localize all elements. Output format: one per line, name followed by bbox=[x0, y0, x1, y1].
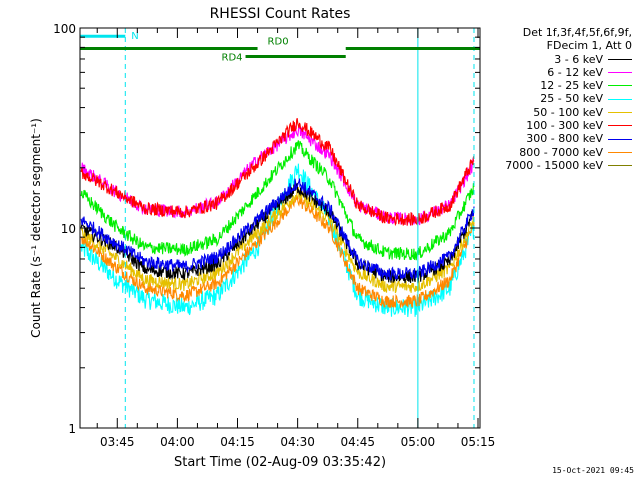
legend-header-line-2: FDecim 1, Att 0 bbox=[546, 39, 632, 53]
x-tick-label: 05:00 bbox=[401, 435, 436, 449]
legend-swatch bbox=[608, 85, 632, 87]
y-tick-label: 1 bbox=[68, 422, 76, 436]
timestamp: 15-Oct-2021 09:45 bbox=[552, 466, 634, 475]
legend-label: 300 - 800 keV bbox=[526, 132, 603, 146]
legend-swatch bbox=[608, 165, 632, 167]
series-line-100to300keV bbox=[80, 118, 475, 227]
legend-item: 3 - 6 keV bbox=[480, 53, 632, 66]
x-tick-label: 05:15 bbox=[461, 435, 496, 449]
legend-rows: 3 - 6 keV 6 - 12 keV 12 - 25 keV 25 - 50 ke… bbox=[480, 53, 632, 173]
legend-item: 800 - 7000 keV bbox=[480, 146, 632, 159]
status-label-rd4: RD4 bbox=[222, 53, 243, 64]
legend-swatch bbox=[608, 98, 632, 100]
series-line-3to6keV bbox=[80, 183, 475, 284]
legend-swatch bbox=[608, 72, 632, 74]
y-tick-label: 10 bbox=[61, 222, 76, 236]
x-tick-label: 04:45 bbox=[340, 435, 375, 449]
data-layer bbox=[80, 118, 475, 318]
legend-item: 25 - 50 keV bbox=[480, 92, 632, 105]
series-line-12to25keV bbox=[80, 140, 475, 261]
legend-swatch bbox=[608, 151, 632, 153]
legend-swatch bbox=[608, 138, 632, 140]
legend-item: 100 - 300 keV bbox=[480, 119, 632, 132]
legend-label: 12 - 25 keV bbox=[540, 79, 603, 93]
y-axis-label: Count Rate (s⁻¹ detector segment⁻¹) bbox=[29, 118, 43, 338]
legend-swatch bbox=[608, 111, 632, 113]
legend-swatch bbox=[608, 58, 632, 60]
legend-header-line-1: Det 1f,3f,4f,5f,6f,9f, bbox=[522, 26, 632, 39]
series-line-800to7000keV bbox=[81, 195, 475, 308]
plot-frame bbox=[79, 27, 481, 429]
series-line-50to100keV bbox=[80, 186, 475, 294]
x-tick-label: 03:45 bbox=[100, 435, 135, 449]
legend-label: 7000 - 15000 keV bbox=[505, 158, 603, 172]
status-label-rd0: RD0 bbox=[268, 36, 289, 47]
x-tick-label: 04:30 bbox=[280, 435, 315, 449]
legend-label: 100 - 300 keV bbox=[526, 119, 603, 133]
x-tick-label: 04:15 bbox=[220, 435, 255, 449]
legend-label: 3 - 6 keV bbox=[554, 52, 603, 66]
x-axis-label: Start Time (02-Aug-09 03:35:42) bbox=[174, 455, 386, 470]
series-line-300to800keV bbox=[80, 178, 475, 281]
legend-label: 6 - 12 keV bbox=[547, 65, 603, 79]
status-label-n: N bbox=[131, 31, 138, 42]
legend-item: 12 - 25 keV bbox=[480, 79, 632, 92]
y-tick-label: 100 bbox=[53, 22, 76, 36]
legend-item: 50 - 100 keV bbox=[480, 106, 632, 119]
axis-layer: 1 10 100 03:45 04:00 04:15 04:30 04:45 05:00 05:1… bbox=[53, 22, 495, 449]
x-tick-label: 04:00 bbox=[160, 435, 195, 449]
legend-label: 800 - 7000 keV bbox=[519, 145, 603, 159]
legend-item: 6 - 12 keV bbox=[480, 66, 632, 79]
overlay-layer: N RD0 RD4 bbox=[79, 28, 480, 428]
chart-title: RHESSI Count Rates bbox=[210, 6, 351, 22]
legend-label: 25 - 50 keV bbox=[540, 92, 603, 106]
legend-item: 300 - 800 keV bbox=[480, 132, 632, 145]
legend-swatch bbox=[608, 125, 632, 127]
legend: Det 1f,3f,4f,5f,6f,9f, FDecim 1, Att 0 3… bbox=[480, 26, 632, 172]
legend-label: 50 - 100 keV bbox=[533, 105, 603, 119]
legend-item: 7000 - 15000 keV bbox=[480, 159, 632, 172]
